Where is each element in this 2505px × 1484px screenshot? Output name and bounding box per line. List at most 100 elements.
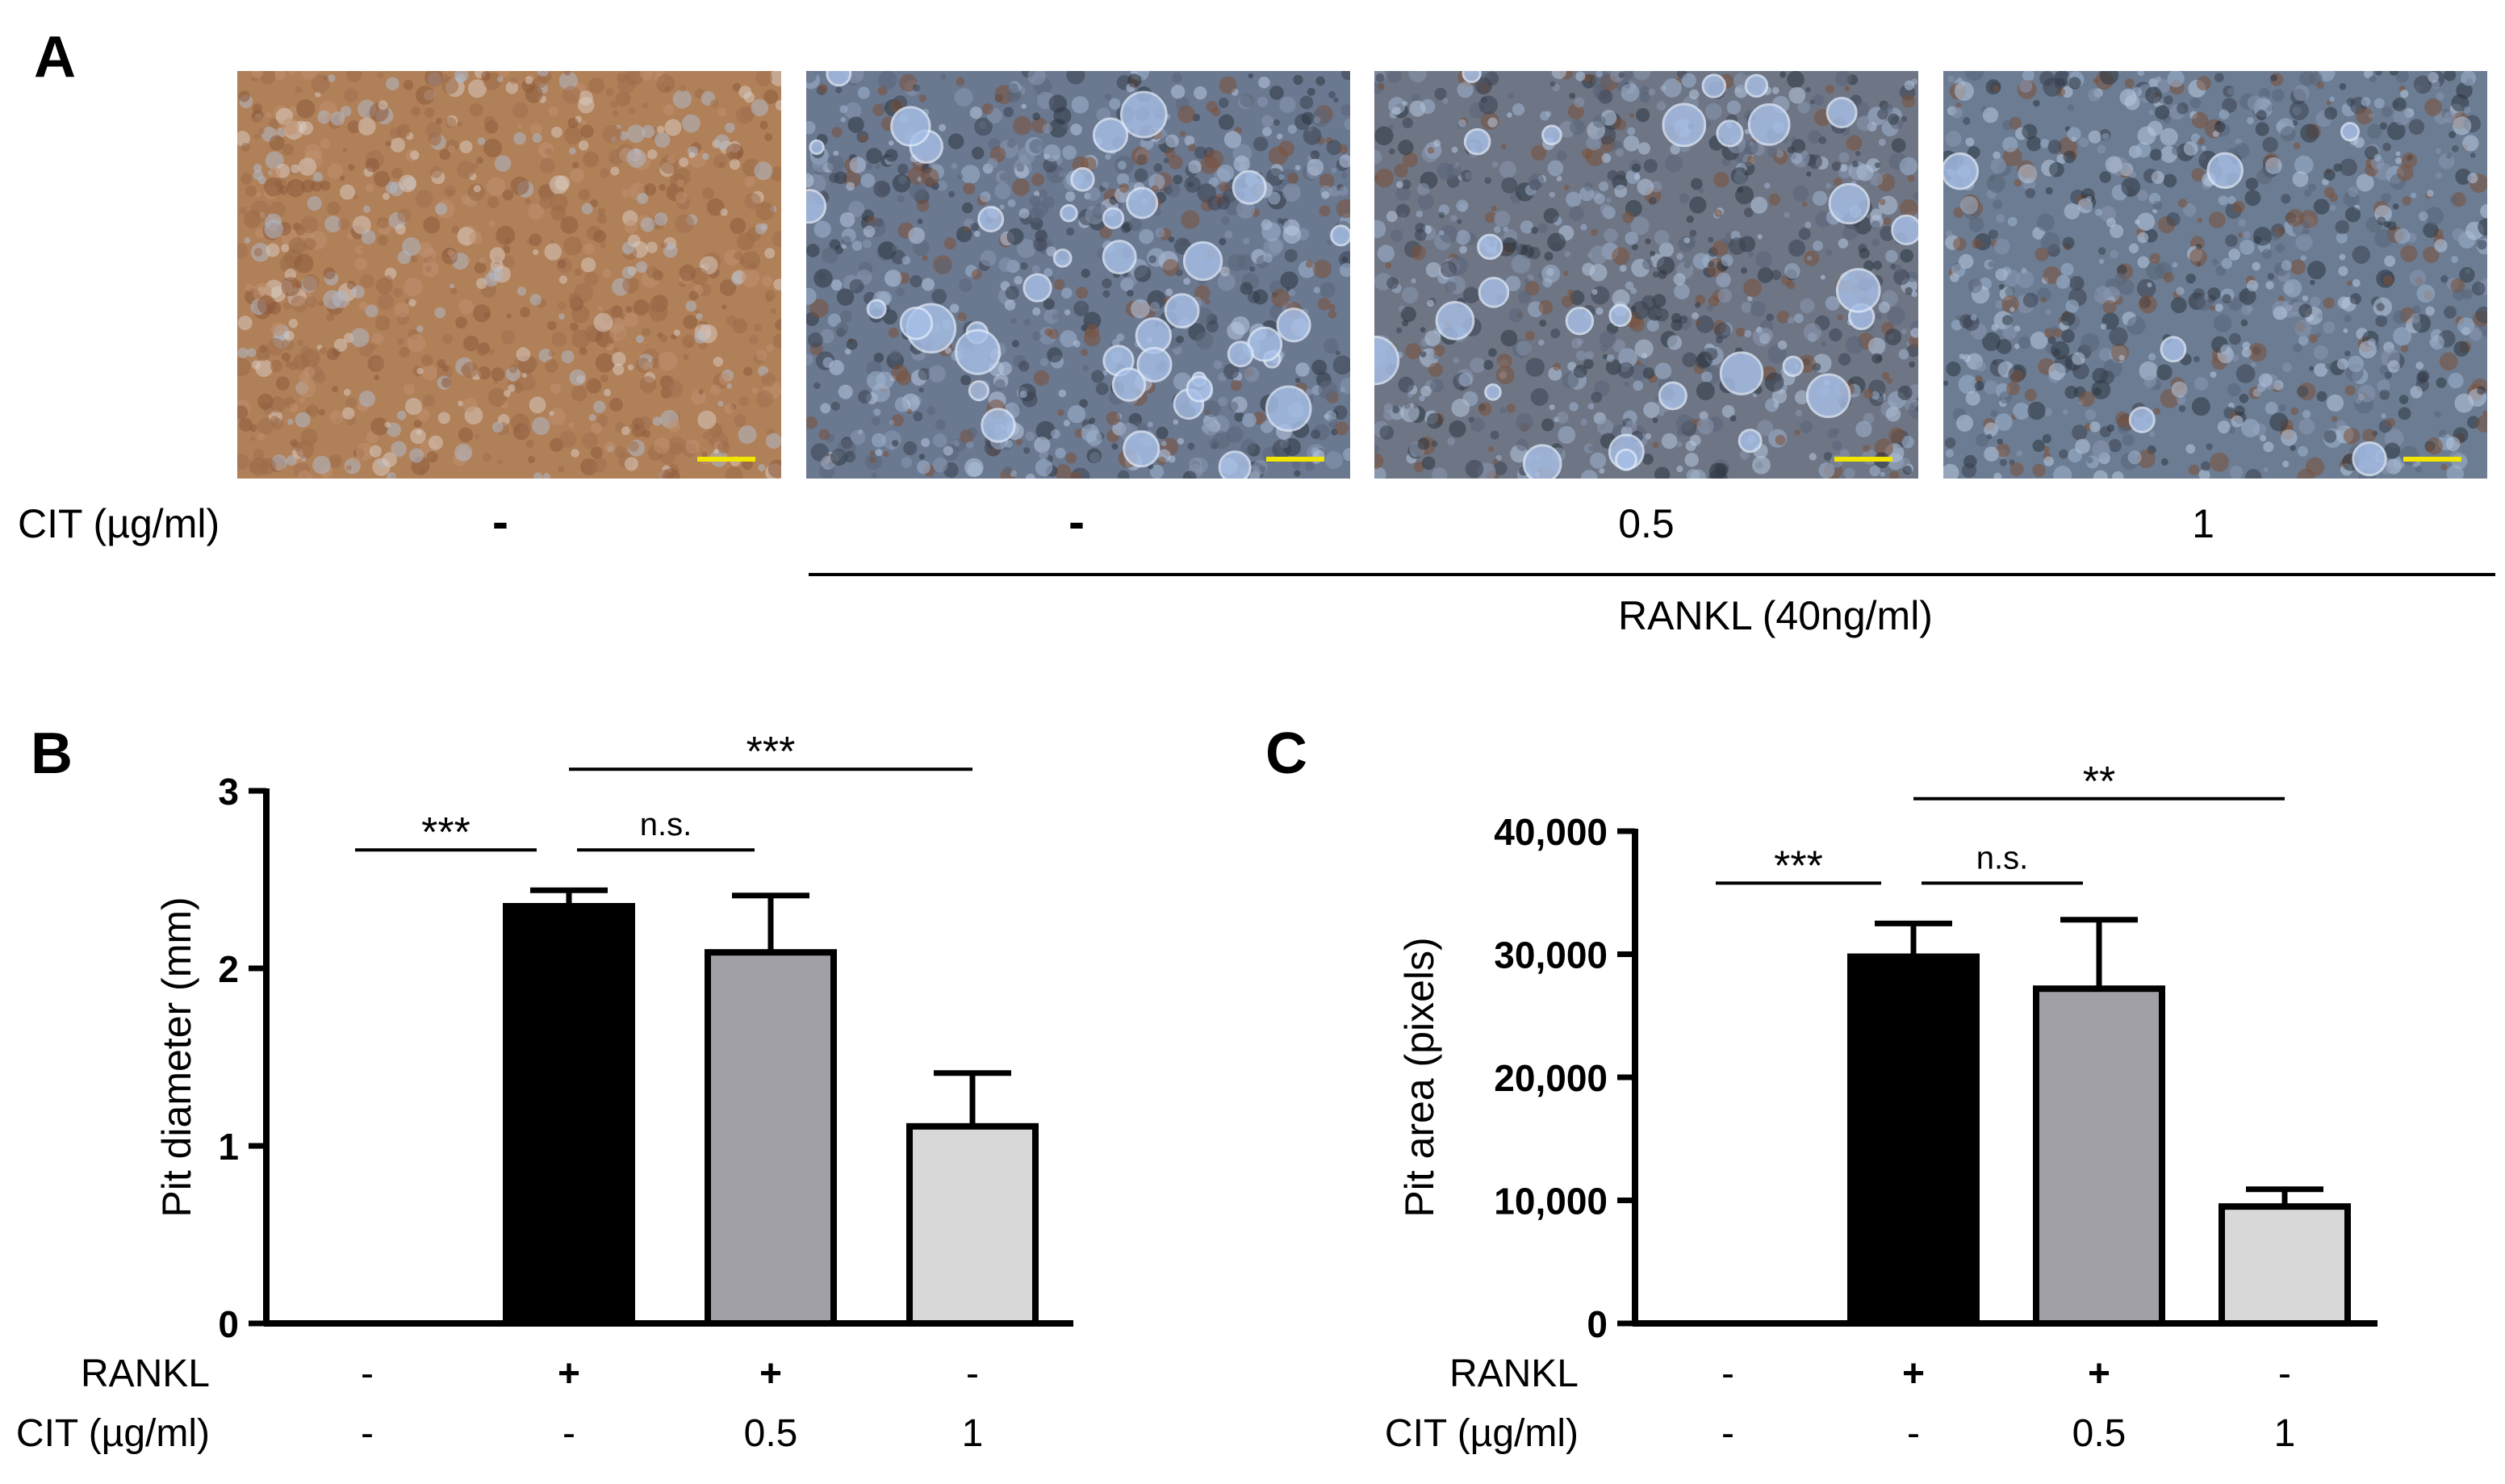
micrograph-cell [866,148,882,164]
micrograph-cell [2316,82,2324,90]
micrograph-cell [719,279,737,296]
micrograph-cell [447,144,456,153]
micrograph-cell [2235,364,2256,383]
micrograph-cell [1725,232,1733,240]
resorption-pit [968,380,990,402]
micrograph-cell [1401,286,1419,303]
micrograph-cell [349,328,370,348]
micrograph-cell [1832,441,1842,451]
micrograph-cell [1335,421,1349,436]
micrograph-cell [2340,158,2357,177]
row-value: - [562,1412,575,1455]
micrograph-cell [2030,331,2048,349]
micrograph-cell [951,162,958,169]
resorption-pit [1805,373,1851,419]
micrograph-cell [745,260,756,272]
micrograph-cell [744,176,755,187]
micrograph-cell [253,449,265,460]
micrograph-cell [270,416,280,425]
micrograph-cell [1637,178,1654,196]
micrograph-cell [1261,222,1282,241]
micrograph-cell [581,432,599,449]
micrograph-cell [683,353,689,361]
micrograph-cell [2462,135,2479,152]
micrograph-cell [809,299,829,318]
micrograph-cell [1689,89,1700,100]
micrograph-cell [612,110,618,116]
micrograph-cell [2036,287,2051,302]
micrograph-cell [2361,97,2371,107]
micrograph-cell [344,88,358,102]
micrograph-cell [257,295,277,315]
micrograph-cell [2239,239,2255,255]
micrograph-cell [439,148,451,161]
micrograph-cell [2221,257,2233,270]
micrograph-cell [384,274,392,283]
micrograph-cell [764,248,776,259]
micrograph-cell [328,74,336,82]
micrograph-cell [1014,276,1023,285]
micrograph-cell [1004,299,1016,311]
micrograph-cell [1656,101,1667,111]
micrograph-cell [326,313,335,321]
micrograph-cell [1168,154,1183,169]
micrograph-cell [416,86,435,105]
row-value: 1 [2274,1412,2296,1455]
micrograph-cell [858,390,872,403]
micrograph-cell [1543,207,1559,224]
micrograph-cell [1219,76,1237,94]
micrograph-cell [2455,168,2472,185]
micrograph-cell [1689,196,1707,214]
micrograph-cell [282,118,299,136]
micrograph-cell [1654,229,1670,245]
micrograph-cell [2336,232,2348,244]
micrograph-cell [1131,299,1150,319]
micrograph-cell [312,172,323,182]
micrograph-cell [528,203,545,220]
micrograph-cell [2289,101,2309,121]
micrograph-cell [751,98,768,117]
micrograph-cell [583,271,599,286]
micrograph-cell [586,378,602,394]
micrograph-cell [763,90,779,104]
micrograph-cell [622,276,639,294]
micrograph-cell [1340,378,1350,395]
micrograph-cell [1575,71,1586,82]
bar [2219,1203,2351,1327]
micrograph-cell [2149,431,2156,437]
micrograph-cell [1863,388,1874,399]
micrograph-cell [1993,199,2002,210]
resorption-pit [1744,73,1769,98]
micrograph-cell [1825,295,1840,311]
scale-bar [1266,457,1324,462]
micrograph-cell [1683,237,1691,244]
micrograph-cell [583,151,600,168]
resorption-pit [826,71,852,87]
micrograph-cell [1063,420,1070,427]
micrograph-cell [1006,228,1024,245]
micrograph-cell [1556,411,1569,424]
micrograph-cell [521,373,527,378]
micrograph-cell [841,236,851,246]
micrograph-cell [1843,467,1855,479]
micrograph-cell [2043,265,2061,284]
micrograph-cell [385,140,391,147]
micrograph-cell [1809,453,1817,461]
micrograph-cell [2438,429,2447,438]
micrograph-cell [2047,140,2062,154]
micrograph-cell [1148,255,1157,264]
micrograph-cell [2302,295,2309,302]
micrograph-cell [1757,420,1774,437]
micrograph-cell [959,278,972,292]
micrograph-cell [355,442,374,461]
micrograph-cell [417,241,433,258]
resorption-pit [1541,124,1562,146]
micrograph-cell [2195,244,2202,250]
micrograph-cell [1267,191,1281,205]
micrograph-cell [1118,161,1127,170]
micrograph-cell [1400,306,1416,323]
micrograph-cell [2114,412,2131,427]
micrograph-cell [1691,178,1703,190]
micrograph-cell [437,412,450,424]
micrograph-cell [1591,289,1598,295]
